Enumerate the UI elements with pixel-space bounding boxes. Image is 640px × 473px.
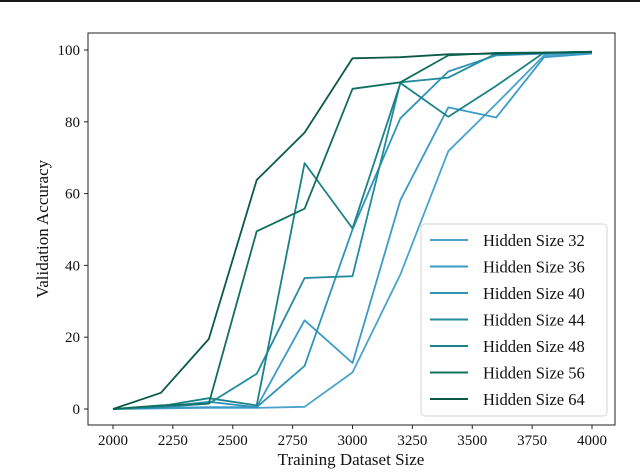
series-lines <box>112 50 593 410</box>
y-tick-label: 100 <box>58 43 81 59</box>
x-tick-label: 3250 <box>397 433 427 449</box>
legend-label: Hidden Size 56 <box>483 364 585 383</box>
x-tick-label: 2000 <box>98 433 128 449</box>
x-tick-label: 3500 <box>457 433 487 449</box>
legend-label: Hidden Size 36 <box>483 258 585 277</box>
x-tick-label: 2750 <box>278 433 308 449</box>
series-line-4 <box>112 51 593 410</box>
x-tick-label: 3750 <box>517 433 547 449</box>
legend-label: Hidden Size 44 <box>483 311 585 330</box>
legend-label: Hidden Size 32 <box>483 231 585 250</box>
window-top-border <box>0 0 640 2</box>
y-tick-label: 60 <box>65 187 80 203</box>
plot-frame <box>87 32 616 426</box>
y-tick-label: 40 <box>65 258 80 274</box>
legend-label: Hidden Size 40 <box>483 284 585 303</box>
x-axis: 2000 2250 2500 2750 3000 3250 3500 3750 4000 <box>98 425 607 449</box>
x-tick-label: 3000 <box>338 433 368 449</box>
series-line-1 <box>112 52 593 410</box>
legend-label: Hidden Size 64 <box>483 390 585 409</box>
legend: Hidden Size 32 Hidden Size 36 Hidden Size … <box>420 223 608 417</box>
x-tick-label: 2500 <box>218 433 248 449</box>
y-axis: 0 20 40 60 80 100 <box>58 43 88 418</box>
x-tick-label: 2250 <box>158 433 188 449</box>
y-tick-label: 0 <box>73 402 81 418</box>
legend-box <box>420 223 608 417</box>
y-tick-label: 80 <box>65 115 80 131</box>
series-line-6 <box>112 50 593 410</box>
legend-label: Hidden Size 48 <box>483 337 585 356</box>
x-tick-label: 4000 <box>577 433 607 449</box>
y-axis-label: Validation Accuracy <box>33 159 52 298</box>
y-tick-label: 20 <box>65 330 80 346</box>
x-axis-label: Training Dataset Size <box>278 450 425 469</box>
